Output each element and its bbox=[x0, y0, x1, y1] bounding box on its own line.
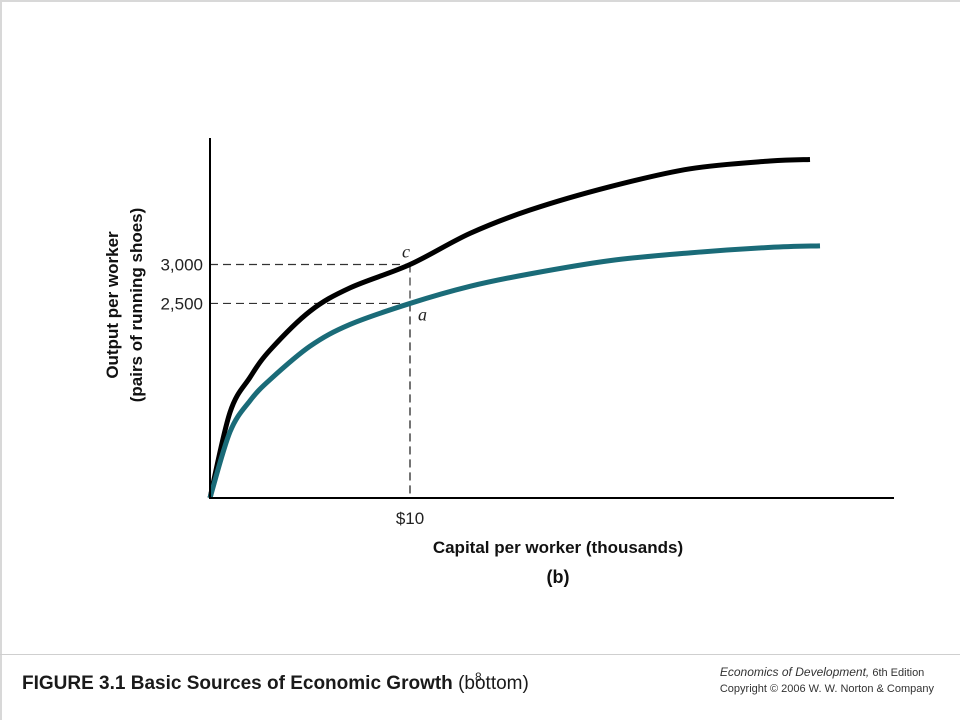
x-axis-title: Capital per worker (thousands) bbox=[433, 538, 683, 557]
book-title-line: Economics of Development, 6th Edition bbox=[720, 664, 934, 681]
figure-number: FIGURE 3.1 bbox=[22, 673, 126, 694]
point-label-c: c bbox=[402, 242, 410, 262]
book-edition: 6th Edition bbox=[869, 667, 925, 679]
book-copyright: Copyright © 2006 W. W. Norton & Company bbox=[719, 683, 934, 695]
upper-production-curve bbox=[207, 156, 811, 499]
y-tick-label: 3,000 bbox=[160, 256, 203, 275]
reference-lines bbox=[210, 263, 411, 498]
footer-divider bbox=[0, 654, 960, 655]
tick-labels: 2,500 3,000 $10 bbox=[160, 256, 424, 528]
y-tick-label: 2,500 bbox=[160, 294, 203, 313]
figure-title: Basic Sources of Economic Growth bbox=[130, 673, 453, 694]
lower-production-curve bbox=[207, 243, 821, 499]
slide-frame-left bbox=[0, 0, 2, 720]
point-label-a: a bbox=[418, 304, 427, 324]
figure-subtitle: (bottom) bbox=[458, 673, 529, 694]
slide-number: 8 bbox=[475, 670, 482, 684]
y-axis-title-line2: (pairs of running shoes) bbox=[127, 208, 146, 403]
series-layer bbox=[207, 156, 821, 499]
axes bbox=[209, 138, 894, 499]
book-title: Economics of Development, bbox=[719, 665, 870, 679]
figure-caption: FIGURE 3.1 Basic Sources of Economic Gro… bbox=[22, 673, 529, 695]
x-tick-label: $10 bbox=[396, 509, 424, 528]
panel-label: (b) bbox=[547, 567, 570, 587]
point-labels: ca bbox=[402, 242, 427, 325]
book-info: Economics of Development, 6th Edition Co… bbox=[720, 664, 934, 697]
y-axis-title-line1: Output per worker bbox=[103, 231, 122, 379]
slide-frame-top bbox=[0, 0, 960, 2]
